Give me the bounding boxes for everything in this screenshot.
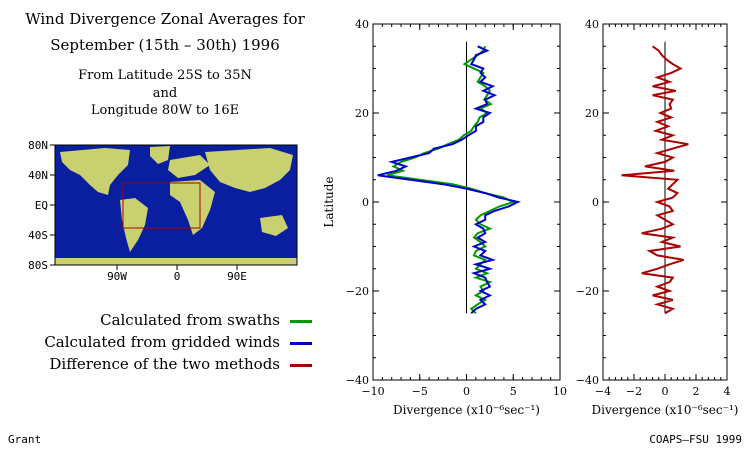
y-tick-label: 20 [585,107,599,120]
x-tick-label: 5 [510,385,517,398]
title-line-1: Wind Divergence Zonal Averages for [25,10,305,28]
map-lat-label: 40N [28,169,48,182]
y-axis-label: Latitude [322,176,336,227]
map-lon-label: 0 [174,270,181,280]
series-line-0 [621,45,689,315]
footer-credit: COAPS–FSU 1999 [649,433,742,446]
map-land [55,146,297,265]
y-tick-label: 40 [585,18,599,31]
x-tick-label: 10 [553,385,567,398]
chart-panel-0: −10 −5 0 5 10 −40 −20 0 20 40 Divergence (x10⁻⁶sec… [322,18,567,417]
map-lat-label: 40S [28,229,48,242]
legend-swatch-difference [290,364,312,367]
x-tick-label: −5 [412,385,428,398]
x-tick-label: 2 [693,385,700,398]
region-box [122,182,201,229]
map-lat-label: 80N [28,139,48,152]
legend-label-swaths: Calculated from swaths [100,311,280,329]
x-tick-label: −4 [595,385,611,398]
x-axis-label: Divergence (x10⁻⁶sec⁻¹) [592,403,739,417]
x-tick-label: 4 [724,385,731,398]
x-tick-label: 0 [662,385,669,398]
legend-label-difference: Difference of the two methods [49,355,280,373]
map-lat-label: EQ [35,199,48,212]
world-map: 80N 40N EQ 40S 80S 90W 0 90E [28,139,298,280]
title-line-5: Longitude 80W to 16E [90,103,240,118]
x-tick-label: −2 [626,385,642,398]
y-tick-label: −20 [576,285,599,298]
x-tick-label: 0 [463,385,470,398]
y-tick-label: 0 [362,196,369,209]
map-lon-label: 90W [107,270,127,280]
map-lon-label: 90E [227,270,247,280]
y-tick-label: −40 [346,374,369,387]
y-tick-label: 20 [355,107,369,120]
title-line-4: and [152,86,178,101]
map-lat-label: 80S [28,259,48,272]
x-tick-label: −10 [361,385,384,398]
series-line-0 [386,45,517,315]
footer-author: Grant [8,433,42,446]
title-line-3: From Latitude 25S to 35N [78,68,252,83]
y-tick-label: 40 [355,18,369,31]
y-tick-label: −20 [346,285,369,298]
legend-label-gridded: Calculated from gridded winds [44,333,280,351]
series-line-1 [377,45,521,315]
title-line-2: September (15th – 30th) 1996 [50,36,280,54]
x-axis-label: Divergence (x10⁻⁶sec⁻¹) [393,403,540,417]
legend-swatch-swaths [290,320,312,323]
legend-swatch-gridded [290,342,312,345]
y-tick-label: 0 [592,196,599,209]
y-tick-label: −40 [576,374,599,387]
